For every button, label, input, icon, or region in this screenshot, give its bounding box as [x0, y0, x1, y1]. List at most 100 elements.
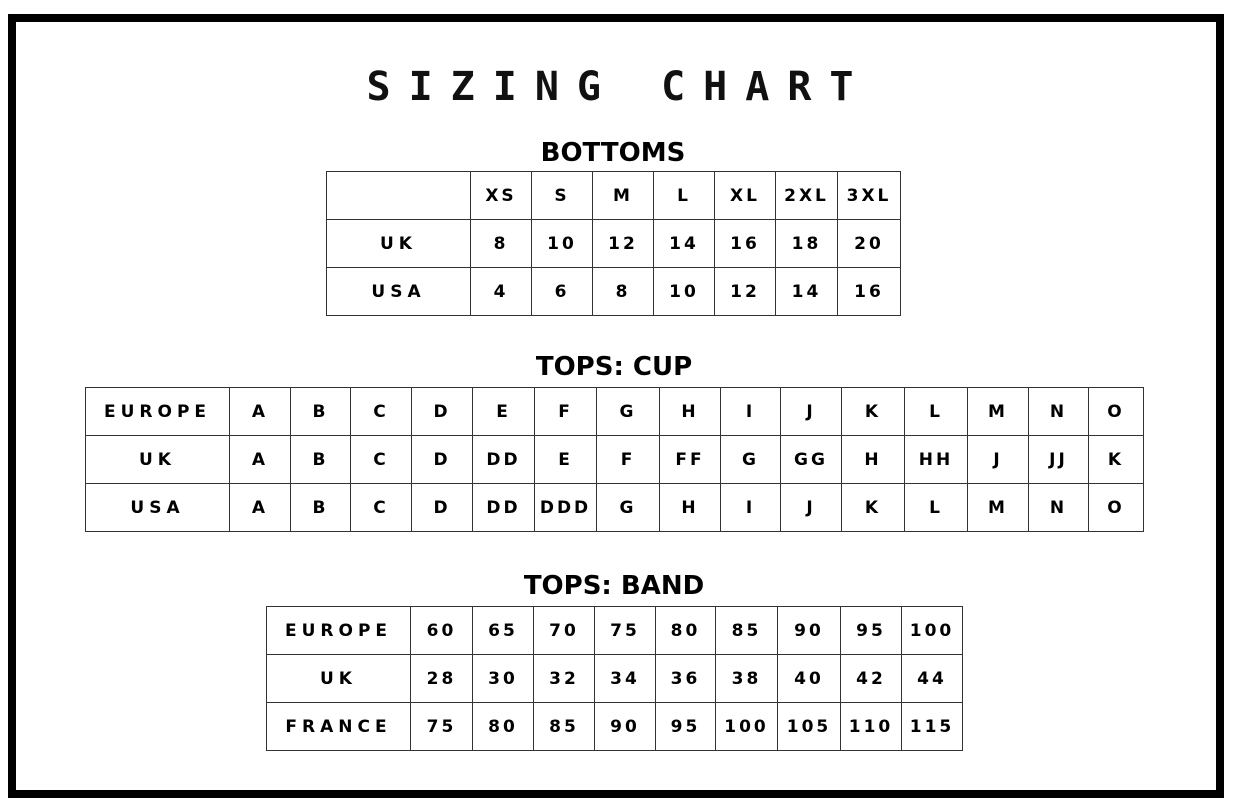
table-cell: I	[720, 387, 781, 436]
table-cell: M	[967, 483, 1029, 532]
table-cell: O	[1088, 387, 1144, 436]
table-cell: 28	[410, 654, 473, 703]
table-cell: H	[659, 387, 721, 436]
table-cell: 16	[714, 219, 776, 268]
table-cell: 6	[531, 267, 593, 316]
table-cell: 70	[533, 606, 595, 655]
table-cell: D	[411, 435, 473, 484]
table-cell: J	[780, 483, 842, 532]
table-cell: 110	[840, 702, 902, 751]
bottoms-table: XS S M L XL 2XL 3XL UK 8 10 12 14 16 18 20 USA 4 6 8 10 12 14…	[326, 171, 901, 316]
row-label: EUROPE	[266, 606, 411, 655]
table-cell: 95	[655, 702, 716, 751]
table-cell: I	[720, 483, 781, 532]
table-cell: F	[534, 387, 597, 436]
table-cell: 30	[472, 654, 534, 703]
table-row: USA A B C D DD DDD G H I J K L M N O	[85, 483, 1144, 532]
table-cell: K	[1088, 435, 1144, 484]
table-cell: B	[290, 483, 351, 532]
table-cell: G	[596, 387, 660, 436]
table-cell: 85	[533, 702, 595, 751]
table-row: UK A B C D DD E F FF G GG H HH J JJ K	[85, 435, 1144, 484]
table-cell: G	[596, 483, 660, 532]
table-row: FRANCE 75 80 85 90 95 100 105 110 115	[266, 702, 963, 751]
table-cell: JJ	[1028, 435, 1089, 484]
table-cell: 20	[837, 219, 901, 268]
table-cell: 90	[777, 606, 841, 655]
table-cell: E	[472, 387, 535, 436]
table-cell: L	[904, 483, 968, 532]
table-row: EUROPE A B C D E F G H I J K L M N O	[85, 387, 1144, 436]
table-cell: 12	[592, 219, 654, 268]
table-cell: 14	[653, 219, 715, 268]
table-cell: 42	[840, 654, 902, 703]
table-cell: J	[780, 387, 842, 436]
table-cell: L	[653, 171, 715, 220]
table-cell: 14	[775, 267, 838, 316]
table-cell: M	[967, 387, 1029, 436]
table-cell: D	[411, 387, 473, 436]
table-cell: 75	[594, 606, 656, 655]
table-cell: 8	[592, 267, 654, 316]
table-cell: 4	[470, 267, 532, 316]
table-cell: A	[229, 387, 291, 436]
table-row: EUROPE 60 65 70 75 80 85 90 95 100	[266, 606, 963, 655]
table-cell: 100	[901, 606, 963, 655]
table-row: UK 8 10 12 14 16 18 20	[326, 219, 901, 268]
cup-table: EUROPE A B C D E F G H I J K L M N O UK A B C D DD E F FF G GG H HH J…	[85, 387, 1144, 532]
table-cell: B	[290, 387, 351, 436]
table-cell: S	[531, 171, 593, 220]
page-border	[8, 14, 1224, 798]
bottoms-heading: BOTTOMS	[540, 138, 686, 168]
table-cell: 38	[715, 654, 778, 703]
table-cell: C	[350, 435, 412, 484]
table-cell: 85	[715, 606, 778, 655]
table-cell: 115	[901, 702, 963, 751]
table-cell: 36	[655, 654, 716, 703]
table-cell: N	[1028, 387, 1089, 436]
table-cell: H	[659, 483, 721, 532]
table-cell: 100	[715, 702, 778, 751]
table-cell: 60	[410, 606, 473, 655]
table-cell: N	[1028, 483, 1089, 532]
row-label: EUROPE	[85, 387, 230, 436]
table-cell: DDD	[534, 483, 597, 532]
table-cell: 105	[777, 702, 841, 751]
table-cell: FF	[659, 435, 721, 484]
table-cell: 90	[594, 702, 656, 751]
table-cell: J	[967, 435, 1029, 484]
table-cell: G	[720, 435, 781, 484]
row-label: USA	[326, 267, 471, 316]
table-cell: DD	[472, 483, 535, 532]
table-cell: 65	[472, 606, 534, 655]
table-cell: 75	[410, 702, 473, 751]
table-cell: 95	[840, 606, 902, 655]
row-label: FRANCE	[266, 702, 411, 751]
table-cell: 10	[653, 267, 715, 316]
row-label: UK	[266, 654, 411, 703]
table-cell: HH	[904, 435, 968, 484]
row-label: UK	[326, 219, 471, 268]
table-cell: D	[411, 483, 473, 532]
row-label: UK	[85, 435, 230, 484]
table-cell: A	[229, 483, 291, 532]
table-cell: F	[596, 435, 660, 484]
table-cell: GG	[780, 435, 842, 484]
table-cell: 8	[470, 219, 532, 268]
table-cell: K	[841, 387, 905, 436]
table-cell: 12	[714, 267, 776, 316]
table-cell: K	[841, 483, 905, 532]
table-cell: 80	[655, 606, 716, 655]
band-heading: TOPS: BAND	[523, 571, 705, 601]
table-cell: 10	[531, 219, 593, 268]
table-cell: 32	[533, 654, 595, 703]
table-cell: H	[841, 435, 905, 484]
table-cell: E	[534, 435, 597, 484]
table-row: USA 4 6 8 10 12 14 16	[326, 267, 901, 316]
table-cell: 80	[472, 702, 534, 751]
table-cell: L	[904, 387, 968, 436]
table-cell: 34	[594, 654, 656, 703]
table-row: XS S M L XL 2XL 3XL	[326, 171, 901, 220]
table-cell: M	[592, 171, 654, 220]
table-cell: A	[229, 435, 291, 484]
